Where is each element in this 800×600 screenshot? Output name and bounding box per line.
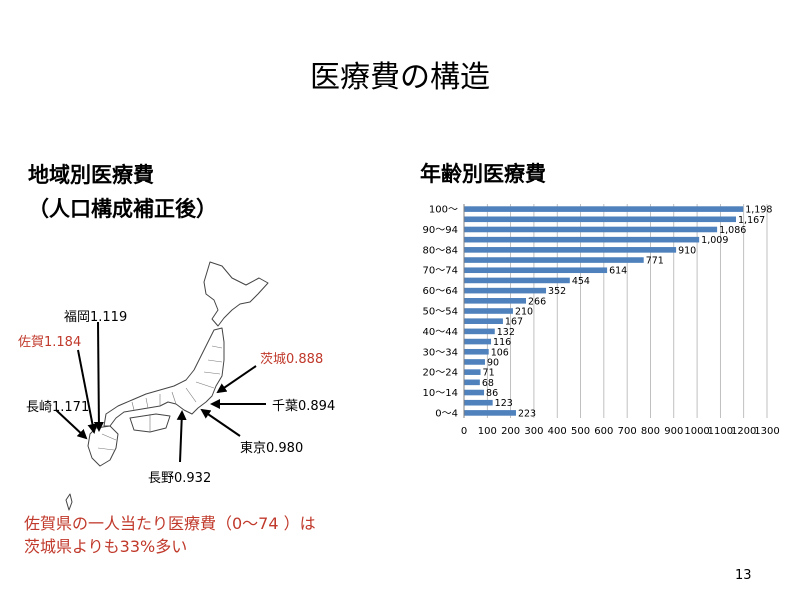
arrow-tokyo [200,408,241,437]
honshu-shape [103,327,225,427]
y-tick-label: 20～24 [423,368,458,379]
arrow-nagano [176,410,187,463]
arrow-ibaraki [216,365,257,394]
arrow-saga [77,349,98,434]
data-label: 210 [515,307,533,318]
bar [464,216,737,223]
saga-ibaraki-note: 佐賀県の一人当たり医療費（0～74 ）は 茨城県よりも33%多い [24,512,316,558]
bar [464,399,493,406]
y-tick-label: 0～4 [435,408,458,419]
x-tick-label: 400 [548,426,567,437]
note-line2: 茨城県よりも33%多い [24,537,188,556]
data-label: 266 [528,296,546,307]
x-tick-label: 500 [571,426,590,437]
y-tick-label: 60～64 [423,286,458,297]
data-label: 454 [572,276,590,287]
bar [464,287,547,294]
kyushu-shape [87,425,119,467]
hokkaido-shape [203,261,269,327]
x-tick-label: 0 [461,426,467,437]
label-fukuoka: 福岡1.119 [64,310,128,325]
bar [464,348,489,355]
data-label: 1,167 [738,215,765,226]
label-tokyo: 東京0.980 [240,441,304,456]
bar [464,369,481,375]
data-label: 106 [491,347,509,358]
x-tick-label: 800 [641,426,660,437]
data-label: 1,086 [719,225,746,236]
label-chiba: 千葉0.894 [272,399,336,414]
data-label: 90 [487,357,499,368]
data-label: 132 [497,327,515,338]
bar [464,379,480,386]
bar [464,338,492,345]
y-tick-label: 100～ [429,205,458,216]
label-nagasaki: 長崎1.171 [26,400,90,415]
data-label: 352 [548,286,566,297]
bar [464,267,608,274]
arrow-fukuoka [93,321,104,432]
age-heading: 年齢別医療費 [420,162,546,186]
x-tick-label: 1300 [754,426,779,437]
x-tick-label: 1000 [684,426,709,437]
bar [464,236,700,243]
x-tick-label: 100 [478,426,497,437]
x-tick-label: 200 [501,426,520,437]
shikoku-shape [129,413,171,433]
bar [464,389,485,396]
data-label: 771 [646,256,664,267]
data-label: 223 [518,408,536,419]
label-saga: 佐賀1.184 [18,335,82,350]
x-tick-label: 600 [594,426,613,437]
axis-layer: 0 100 200 300 400 500 600 700 800 900 100011001200… [423,204,780,437]
x-tick-label: 900 [664,426,683,437]
label-ibaraki: 茨城0.888 [260,352,324,367]
bar [464,298,526,304]
data-label: 71 [483,368,495,379]
bars-layer [464,206,744,416]
y-tick-label: 40～44 [423,327,458,338]
bar [464,206,744,212]
data-label: 123 [495,398,513,409]
y-tick-label: 30～34 [423,347,458,358]
arrow-nagasaki [55,409,88,440]
japan-map [55,261,269,511]
bar [464,257,644,263]
regional-heading: 地域別医療費 （人口構成補正後） [28,158,217,226]
data-label: 167 [505,317,523,328]
x-tick-label: 300 [524,426,543,437]
bar [464,277,570,284]
bar [464,308,513,314]
y-tick-label: 90～94 [423,225,458,236]
y-tick-label: 10～14 [423,388,458,399]
bar [464,318,503,324]
data-label: 116 [493,337,511,348]
data-label: 614 [609,266,627,277]
bar [464,328,495,335]
data-label: 1,009 [701,235,728,246]
okinawa-shape [65,493,73,511]
x-tick-label: 1100 [708,426,733,437]
data-label: 910 [678,245,696,256]
data-label: 68 [482,378,494,389]
page-number: 13 [735,568,752,583]
x-tick-label: 700 [618,426,637,437]
x-tick-label: 1200 [731,426,756,437]
slide-title: 医療費の構造 [310,60,490,95]
label-nagano: 長野0.932 [148,471,212,486]
regional-heading-line2: （人口構成補正後） [28,197,217,221]
regional-heading-line1: 地域別医療費 [28,163,154,187]
y-tick-label: 50～54 [423,307,458,318]
data-label: 86 [486,388,498,399]
y-tick-label: 70～74 [423,266,458,277]
data-label: 1,198 [745,205,772,216]
bar [464,247,677,253]
bar [464,226,718,233]
y-tick-label: 80～84 [423,245,458,256]
bar [464,410,516,416]
note-line1: 佐賀県の一人当たり医療費（0～74 ）は [24,514,316,533]
bar [464,359,485,365]
